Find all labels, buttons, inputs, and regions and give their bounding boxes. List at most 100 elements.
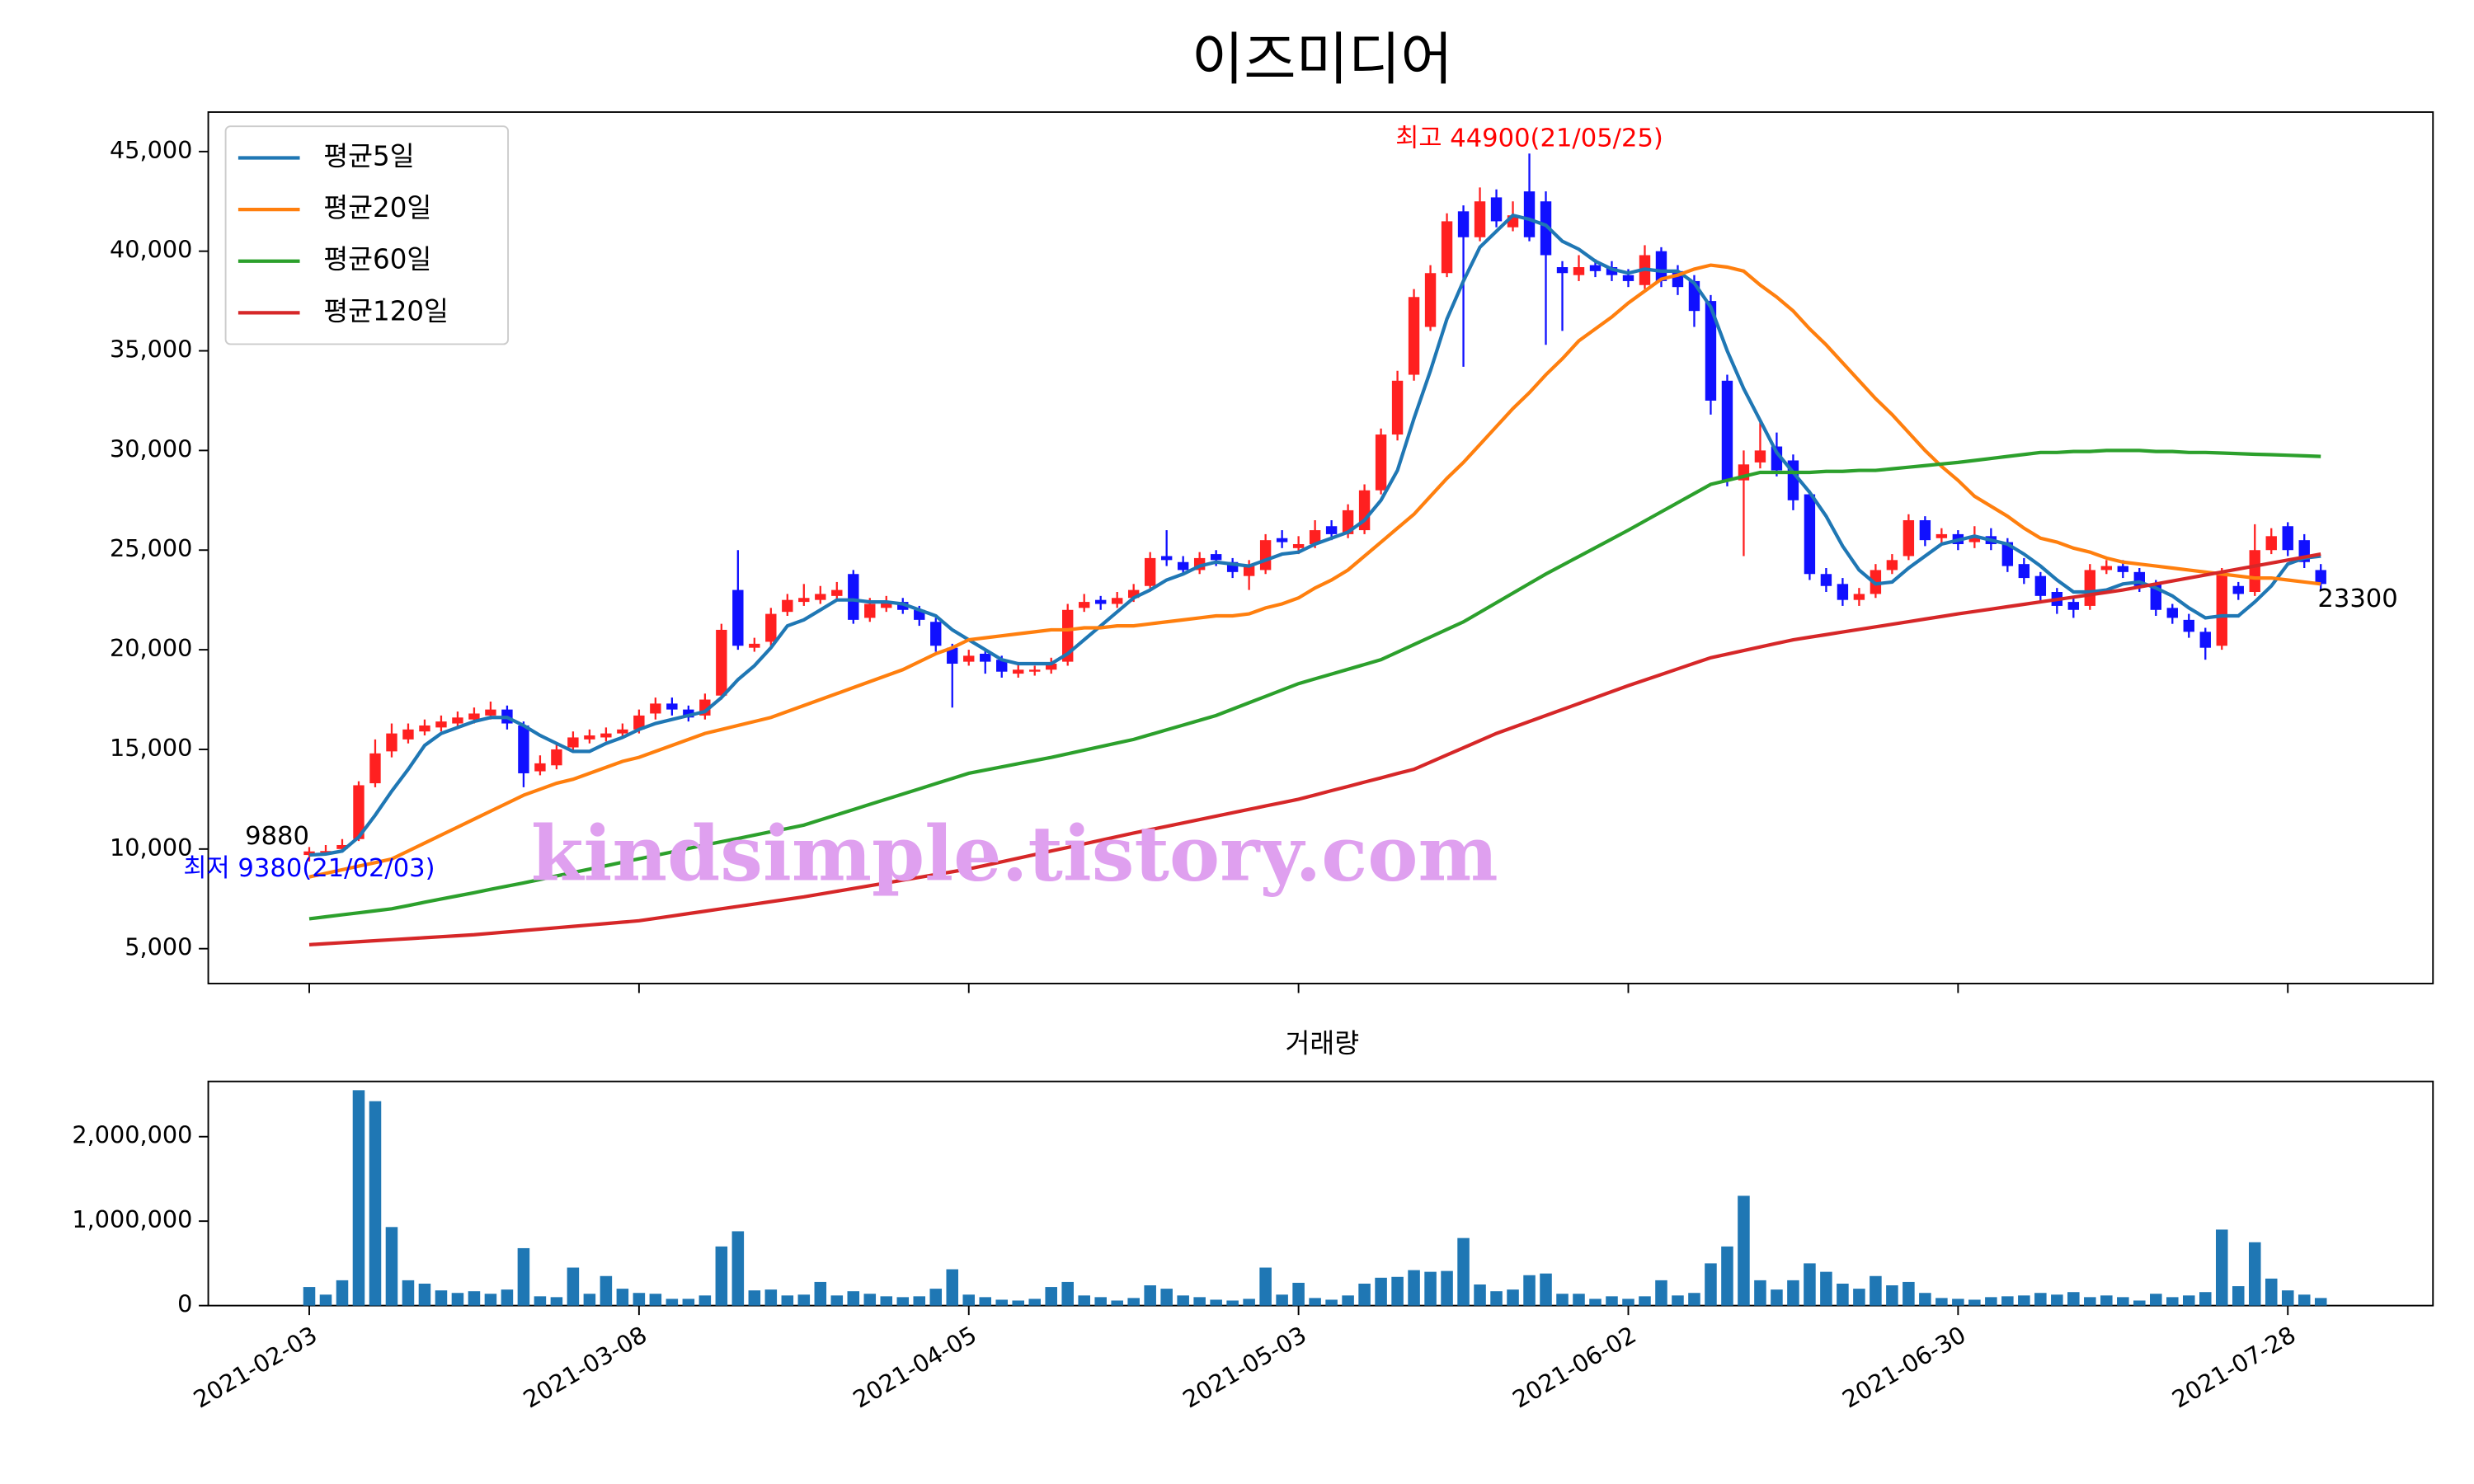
candle-body: [1144, 557, 1156, 586]
candle-body: [1540, 201, 1552, 256]
volume-bar: [946, 1269, 959, 1306]
volume-bar: [1226, 1300, 1239, 1306]
volume-bar: [1490, 1291, 1503, 1306]
candle-body: [1490, 197, 1503, 222]
candle-body: [864, 603, 876, 618]
volume-bar: [2001, 1296, 2014, 1306]
volume-bar: [2034, 1293, 2047, 1306]
candle-body: [1391, 380, 1404, 435]
volume-bar: [1342, 1295, 1354, 1306]
volume-bar: [1424, 1271, 1437, 1306]
candle-body: [765, 613, 777, 642]
volume-bar: [1061, 1281, 1074, 1306]
legend-label: 평균120일: [323, 295, 449, 326]
candle-body: [1079, 602, 1090, 608]
candle-body: [2232, 585, 2244, 594]
candle-body: [2183, 619, 2194, 632]
candle-body: [782, 599, 793, 613]
candle-body: [947, 647, 958, 665]
candle-body: [881, 602, 892, 608]
candle-body: [320, 851, 332, 853]
candle-body: [1408, 297, 1420, 375]
y-tick-label: 2,000,000: [72, 1121, 192, 1149]
volume-bar: [995, 1299, 1009, 1306]
candle-body: [419, 725, 430, 732]
candle-body: [1705, 301, 1717, 401]
volume-bar: [1853, 1289, 1865, 1306]
candle-body: [2100, 566, 2113, 571]
candle-body: [1259, 540, 1272, 571]
volume-bar: [1738, 1195, 1750, 1306]
candle-body: [1276, 538, 1288, 542]
volume-bar: [1837, 1283, 1849, 1306]
volume-bar: [2199, 1292, 2212, 1306]
candle-body: [1013, 669, 1024, 674]
candle-body: [1325, 526, 1338, 534]
last-close-label: 23300: [2317, 585, 2397, 613]
volume-bar: [1540, 1273, 1552, 1306]
volume-bar: [1523, 1275, 1536, 1306]
candle-body: [930, 622, 942, 646]
volume-bar: [385, 1227, 398, 1306]
volume-bar: [1556, 1294, 1569, 1306]
candle-body: [600, 733, 612, 738]
volume-bar: [2084, 1297, 2096, 1306]
candle-body: [452, 717, 463, 724]
volume-bar: [1276, 1294, 1288, 1306]
candle-body: [303, 851, 315, 856]
candle-body: [336, 844, 348, 849]
volume-bar: [1606, 1296, 1618, 1306]
candle-body: [2249, 550, 2260, 593]
y-tick-label: 35,000: [110, 336, 192, 364]
volume-bar: [1952, 1298, 1964, 1306]
volume-bar: [666, 1298, 679, 1306]
volume-bar: [913, 1296, 926, 1306]
candle-body: [815, 594, 826, 600]
volume-bar: [2051, 1294, 2063, 1306]
volume-bar: [2150, 1294, 2162, 1306]
volume-bar: [797, 1294, 811, 1306]
candle-body: [1160, 556, 1173, 561]
candle-body: [1210, 554, 1222, 561]
candle-body: [2265, 536, 2277, 551]
volume-bar: [715, 1246, 728, 1306]
volume-bar: [1441, 1270, 1453, 1306]
volume-bar: [369, 1101, 382, 1306]
candle-body: [1853, 594, 1865, 600]
volume-bar: [451, 1293, 464, 1306]
candle-body: [518, 725, 529, 773]
first-close-label: 9880: [245, 822, 309, 851]
volume-bar: [1804, 1263, 1816, 1306]
y-tick-label: 5,000: [125, 933, 192, 961]
candle-body: [897, 602, 909, 610]
candle-body: [1094, 599, 1107, 604]
volume-bar: [1028, 1298, 1041, 1306]
volume-bar: [1705, 1263, 1717, 1306]
candle-body: [798, 598, 810, 603]
candle-body: [534, 763, 546, 772]
volume-bar: [1688, 1293, 1700, 1306]
volume-title: 거래량: [1285, 1028, 1359, 1059]
y-tick-label: 40,000: [110, 236, 192, 264]
volume-bar: [979, 1297, 992, 1306]
volume-bar: [1243, 1298, 1255, 1306]
volume-bar: [1622, 1298, 1634, 1306]
candle-body: [2018, 564, 2030, 579]
volume-bar: [1160, 1289, 1173, 1306]
chart-title: 이즈미디어: [1192, 27, 1453, 93]
volume-bar: [1045, 1287, 1057, 1306]
volume-bar: [1474, 1284, 1486, 1306]
volume-bar: [534, 1296, 547, 1306]
candle-body: [1424, 273, 1437, 327]
candle-body: [848, 574, 859, 620]
volume-bar: [583, 1294, 596, 1306]
volume-bar: [303, 1287, 316, 1306]
candle-body: [386, 733, 397, 752]
candle-body: [996, 660, 1008, 672]
volume-bar: [352, 1090, 365, 1306]
volume-bar: [2298, 1294, 2311, 1306]
volume-bar: [880, 1296, 893, 1306]
volume-bar: [1292, 1282, 1305, 1306]
volume-bar: [830, 1295, 844, 1306]
